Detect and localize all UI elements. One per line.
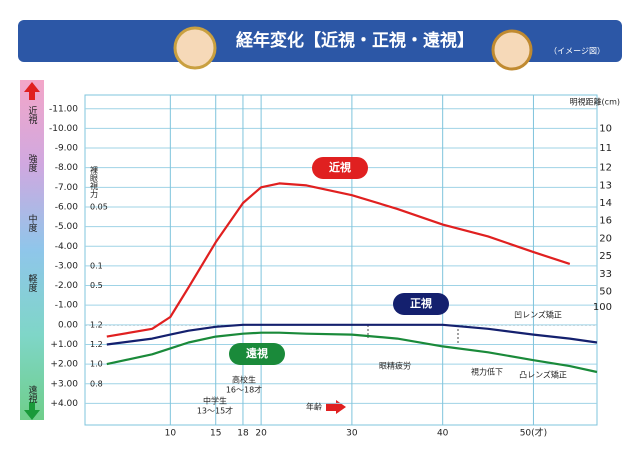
distance-label: 14 bbox=[599, 198, 612, 209]
x-tick-label: 30 bbox=[346, 429, 358, 439]
x-tick-label: 15 bbox=[210, 429, 221, 439]
acuity-label: 1.0 bbox=[90, 360, 103, 369]
distance-label: 13 bbox=[599, 180, 612, 191]
x-tick-label: 50(才) bbox=[520, 427, 547, 439]
acuity-label: 1.2 bbox=[90, 320, 103, 329]
acuity-label: 0.5 bbox=[90, 281, 103, 290]
severity-label: 近視 bbox=[27, 105, 38, 125]
series-label-bg bbox=[229, 343, 285, 365]
distance-label: 10 bbox=[599, 123, 612, 134]
y-tick-label: -4.00 bbox=[55, 242, 79, 252]
y-tick-label: -11.00 bbox=[49, 104, 78, 114]
y-tick-label: -3.00 bbox=[55, 261, 79, 271]
x-tick-label: 10 bbox=[165, 429, 177, 439]
annotation: 13〜15才 bbox=[197, 406, 233, 416]
distance-label: 20 bbox=[599, 233, 612, 244]
series-label: 近視 bbox=[329, 160, 351, 174]
acuity-label: 0.05 bbox=[90, 202, 108, 211]
severity-label: 軽度 bbox=[27, 274, 38, 293]
acuity-title: 裸眼視力 bbox=[90, 165, 99, 199]
y-tick-label: -8.00 bbox=[55, 163, 79, 173]
distance-label: 12 bbox=[599, 163, 612, 174]
y-tick-label: 0.00 bbox=[58, 320, 78, 330]
x-tick-label: 18 bbox=[237, 429, 249, 439]
chart-title: 経年変化【近視・正視・遠視】 bbox=[236, 30, 474, 51]
series-label-bg bbox=[312, 157, 368, 179]
y-tick-label: +4.00 bbox=[50, 399, 78, 409]
distance-label: 11 bbox=[599, 143, 612, 154]
distance-label: 100 bbox=[593, 302, 612, 313]
distance-label: 33 bbox=[599, 269, 612, 280]
y-tick-label: -6.00 bbox=[55, 202, 79, 212]
y-tick-label: -7.00 bbox=[55, 183, 79, 193]
annotation: 高校生 bbox=[232, 375, 256, 385]
distance-label: 16 bbox=[599, 216, 612, 227]
y-tick-label: +1.00 bbox=[50, 340, 78, 350]
y-tick-label: -2.00 bbox=[55, 281, 79, 291]
annotation: 視力低下 bbox=[471, 367, 503, 377]
x-tick-label: 40 bbox=[437, 429, 449, 439]
distance-label: 25 bbox=[599, 251, 612, 262]
series-line bbox=[106, 331, 598, 374]
face-icon bbox=[491, 29, 533, 71]
series-label: 正視 bbox=[410, 296, 432, 310]
series-label-bg bbox=[393, 293, 449, 315]
annotation: 16〜18才 bbox=[226, 385, 262, 395]
x-tick-label: 20 bbox=[255, 429, 267, 439]
series-line bbox=[106, 323, 598, 346]
acuity-label: 0.1 bbox=[90, 261, 103, 270]
y-tick-label: -9.00 bbox=[55, 144, 79, 154]
distance-label: 50 bbox=[599, 286, 612, 297]
y-tick-label: +3.00 bbox=[50, 379, 78, 389]
distance-title: 明視距離(cm) bbox=[570, 97, 620, 107]
y-tick-label: -5.00 bbox=[55, 222, 79, 232]
arrow-down bbox=[24, 402, 40, 420]
annotation: 年齢 bbox=[306, 402, 322, 412]
annotation: 眼精疲労 bbox=[379, 361, 411, 371]
chart-subtitle: （イメージ図） bbox=[549, 47, 605, 56]
y-tick-label: -1.00 bbox=[55, 301, 79, 311]
severity-label: 遠視 bbox=[27, 384, 38, 404]
annotation: 凹レンズ矯正 bbox=[514, 310, 562, 320]
y-tick-label: +2.00 bbox=[50, 360, 78, 370]
y-tick-label: -10.00 bbox=[49, 124, 78, 134]
grid bbox=[84, 94, 598, 426]
annotation: 凸レンズ矯正 bbox=[519, 370, 567, 380]
severity-label: 中度 bbox=[27, 213, 38, 233]
plot-frame bbox=[84, 94, 598, 426]
severity-bar bbox=[20, 80, 44, 420]
series-line bbox=[106, 182, 571, 338]
series-label: 遠視 bbox=[246, 346, 268, 360]
arrow-up bbox=[24, 82, 40, 100]
severity-label: 強度 bbox=[27, 153, 38, 173]
header-bar bbox=[18, 20, 622, 62]
face-icon bbox=[173, 26, 217, 70]
acuity-label: 0.8 bbox=[90, 379, 103, 388]
arrow-right bbox=[336, 400, 346, 414]
arrow-right bbox=[326, 403, 336, 411]
annotation: 中学生 bbox=[203, 396, 227, 406]
acuity-label: 1.2 bbox=[90, 340, 103, 349]
